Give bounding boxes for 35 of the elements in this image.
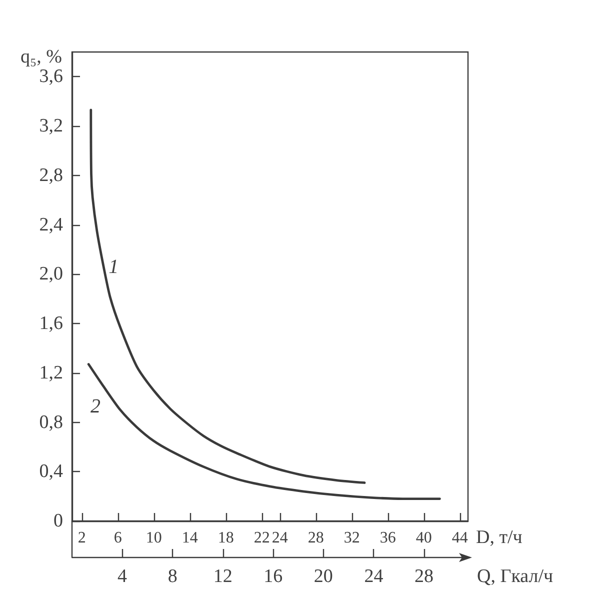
y-tick-label: 0 xyxy=(54,510,63,532)
y-tick-label: 1,2 xyxy=(39,362,63,384)
y-tick-label: 3,6 xyxy=(39,66,63,88)
y-tick-label: 3,2 xyxy=(39,116,63,137)
x-tick-label: 22 xyxy=(254,530,270,546)
y-tick-label: 0,4 xyxy=(39,461,64,482)
x-tick-label: 44 xyxy=(452,530,468,546)
x-tick-label: 2 xyxy=(78,530,86,546)
x-tick-label: 40 xyxy=(416,530,432,546)
series-label: 1 xyxy=(108,256,119,278)
y-tick-label: 1,6 xyxy=(39,313,63,334)
x-tick-label: 10 xyxy=(146,530,162,546)
x-tick-label: 18 xyxy=(218,530,234,546)
y-tick-label: 0,8 xyxy=(39,412,63,433)
x2-tick-label: 24 xyxy=(364,566,384,587)
y-tick-label: 2,0 xyxy=(39,264,63,285)
series-label: 2 xyxy=(90,395,101,418)
x2-axis-title: Q, Гкал/ч xyxy=(477,566,554,587)
line-series xyxy=(90,108,366,484)
x-axis-title: D, т/ч xyxy=(476,527,523,548)
x-tick-label: 32 xyxy=(344,530,360,546)
x2-tick-label: 8 xyxy=(168,566,178,587)
y-tick-label: 2,4 xyxy=(39,214,64,236)
y-tick-label: 2,8 xyxy=(39,164,63,186)
x2-tick-label: 4 xyxy=(118,566,128,587)
x-tick-label: 24 xyxy=(272,530,288,546)
y-axis-title: q₅, % xyxy=(20,46,62,68)
x-tick-label: 36 xyxy=(380,530,396,546)
x2-tick-label: 28 xyxy=(414,566,434,587)
x-tick-label: 28 xyxy=(308,530,324,546)
x2-tick-label: 12 xyxy=(213,566,232,587)
x-tick-label: 14 xyxy=(182,530,198,546)
x2-tick-label: 20 xyxy=(314,566,333,587)
x-tick-label: 6 xyxy=(114,530,122,546)
x2-tick-label: 16 xyxy=(264,566,283,587)
